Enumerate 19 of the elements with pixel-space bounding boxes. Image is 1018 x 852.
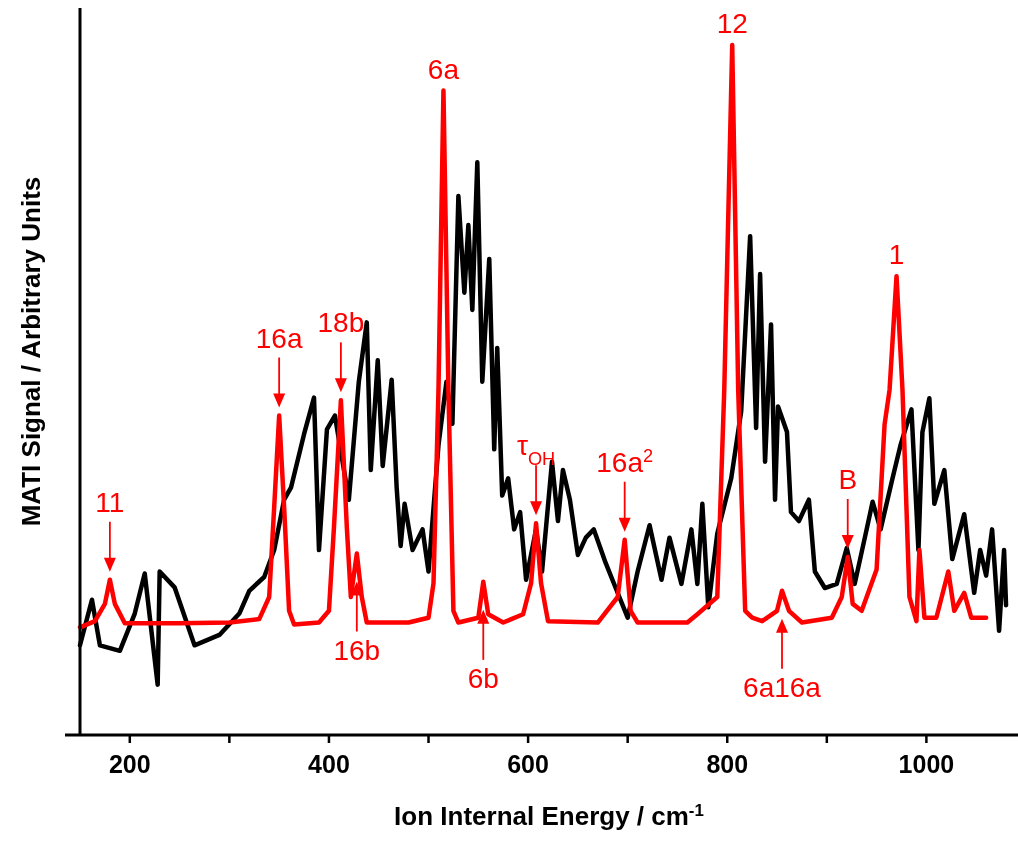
- annotation: 6a: [427, 53, 460, 85]
- annotation: 16a: [255, 322, 303, 354]
- annotation: 6b: [467, 662, 499, 694]
- annotation: 1: [888, 239, 905, 271]
- x-tick-label: 800: [706, 750, 749, 778]
- x-tick-label: 600: [507, 750, 549, 778]
- annotation: B: [838, 463, 858, 495]
- x-tick-label: 1000: [898, 750, 955, 778]
- x-axis-title: Ion Internal Energy / cm$^{-1}$: [394, 800, 704, 831]
- annotation: 16b: [333, 634, 381, 666]
- x-tick-label: 400: [308, 750, 350, 778]
- x-tick-label: 200: [108, 750, 151, 778]
- y-axis-title: MATI Signal / Arbitrary Units: [16, 176, 46, 527]
- annotation: 16a$^{2}$: [596, 445, 654, 478]
- annotation: 6a16a: [743, 671, 822, 703]
- annotation: 11: [95, 486, 125, 518]
- annotation: 12: [716, 8, 748, 39]
- annotation: 18b: [317, 307, 365, 339]
- annotation: τ$_{OH}$: [516, 430, 556, 470]
